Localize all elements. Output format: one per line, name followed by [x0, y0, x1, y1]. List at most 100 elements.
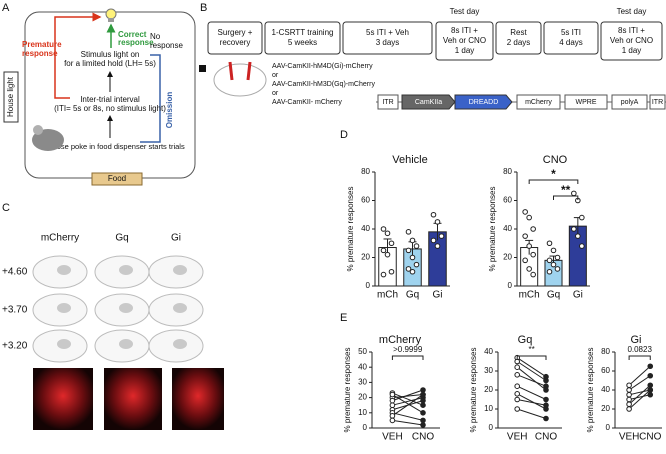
- data-point: [430, 237, 437, 244]
- data-point: [405, 266, 412, 272]
- construct-arrow: [454, 94, 513, 110]
- x-tick-label: mCh: [519, 290, 540, 301]
- pair-line: [392, 392, 424, 406]
- data-point: [420, 387, 426, 393]
- data-point: [420, 402, 426, 409]
- chart-title: Gq: [518, 334, 533, 346]
- pair-line: [628, 365, 651, 386]
- pair-line: [392, 394, 424, 417]
- data-point: [384, 230, 391, 237]
- stimulus: Stimulus light on: [81, 50, 140, 59]
- data-point: [543, 402, 549, 409]
- significance: **: [561, 183, 571, 197]
- significance-bracket: [516, 355, 547, 360]
- y-tick-label: 40: [361, 224, 370, 233]
- omission-line: [140, 54, 161, 143]
- data-point: [514, 372, 521, 378]
- chart-title: CNO: [543, 154, 568, 166]
- timeline-text: 8s ITI +: [451, 26, 478, 35]
- timeline-text: 3 days: [376, 38, 400, 47]
- data-point: [626, 391, 632, 398]
- column-header: Gq: [115, 233, 128, 244]
- x-tick-label: Gq: [547, 290, 560, 301]
- iti: Inter-trial interval: [80, 95, 140, 104]
- data-point: [380, 271, 387, 278]
- injection-site: [57, 265, 71, 275]
- y-tick-label: 10: [358, 408, 367, 417]
- data-point: [543, 383, 549, 390]
- no-response: No: [150, 32, 161, 41]
- brain-icon: [213, 63, 267, 97]
- virus: AAV-CamKII-hM4D(Gi)-mCherry: [272, 63, 373, 70]
- data-point: [543, 377, 549, 384]
- premature: Premature: [22, 40, 62, 49]
- panel-label: A: [2, 2, 10, 14]
- significance-bracket: [391, 355, 424, 360]
- no-response: response: [150, 41, 183, 50]
- y-tick-label: 30: [358, 378, 367, 387]
- column-header: mCherry: [41, 233, 79, 244]
- x-tick-label: VEH: [382, 432, 403, 443]
- construct-box: [564, 94, 608, 110]
- y-tick-label: 0: [363, 423, 368, 432]
- y-tick-label: 0: [508, 281, 513, 290]
- data-point: [546, 268, 553, 275]
- row-label: +4.60: [2, 267, 28, 278]
- data-point: [626, 382, 632, 389]
- injection-site: [119, 339, 133, 349]
- timeline-box: [264, 21, 341, 55]
- pair-line: [392, 394, 424, 414]
- data-point: [420, 417, 426, 424]
- y-tick-label: 40: [358, 362, 367, 371]
- data-point: [543, 415, 549, 422]
- data-point: [405, 229, 412, 235]
- data-point: [434, 243, 441, 249]
- data-point: [420, 410, 426, 416]
- timeline-text: 5 weeks: [288, 38, 317, 47]
- start: Nose poke in food dispenser starts trial…: [51, 142, 185, 151]
- data-point: [409, 237, 416, 244]
- timeline-text: 4 days: [559, 38, 583, 47]
- data-point: [420, 422, 426, 428]
- y-tick-label: 20: [484, 385, 493, 394]
- chart-title: Vehicle: [392, 154, 427, 166]
- injection-site: [119, 303, 133, 313]
- injection-site: [173, 265, 187, 275]
- y-tick-label: 60: [601, 366, 610, 375]
- data-point: [626, 396, 632, 403]
- histology-image: [104, 368, 162, 430]
- data-point: [434, 219, 441, 225]
- pair-line: [516, 361, 547, 381]
- data-point: [530, 271, 536, 278]
- timeline-box: [207, 21, 263, 55]
- data-point: [420, 397, 426, 404]
- y-tick-label: 0: [489, 423, 494, 432]
- timeline-box: [543, 21, 599, 55]
- x-tick-label: VEH: [619, 432, 640, 443]
- food-box: [91, 172, 143, 186]
- x-tick-label: Gi: [573, 290, 583, 301]
- construct-label: DREADD: [469, 99, 499, 106]
- timeline-box: [600, 21, 663, 61]
- data-point: [409, 268, 416, 275]
- data-point: [554, 254, 561, 261]
- data-point: [575, 233, 581, 239]
- data-point: [389, 397, 396, 404]
- bulb-base: [108, 18, 114, 22]
- pair-line: [517, 408, 547, 419]
- data-point: [384, 251, 391, 258]
- injection-site: [119, 265, 133, 275]
- pair-line: [517, 399, 547, 406]
- test-day: Test day: [450, 7, 480, 16]
- y-tick-label: 20: [503, 253, 512, 262]
- data-point: [413, 243, 420, 249]
- row-label: +3.20: [2, 341, 28, 352]
- data-point: [522, 233, 528, 239]
- x-tick-label: Gq: [406, 290, 419, 301]
- timeline-text: Rest: [510, 28, 527, 37]
- timeline-text: 1 day: [455, 46, 475, 55]
- y-tick-label: 20: [361, 253, 370, 262]
- y-axis-label: % premature responses: [586, 348, 595, 433]
- data-point: [438, 233, 445, 239]
